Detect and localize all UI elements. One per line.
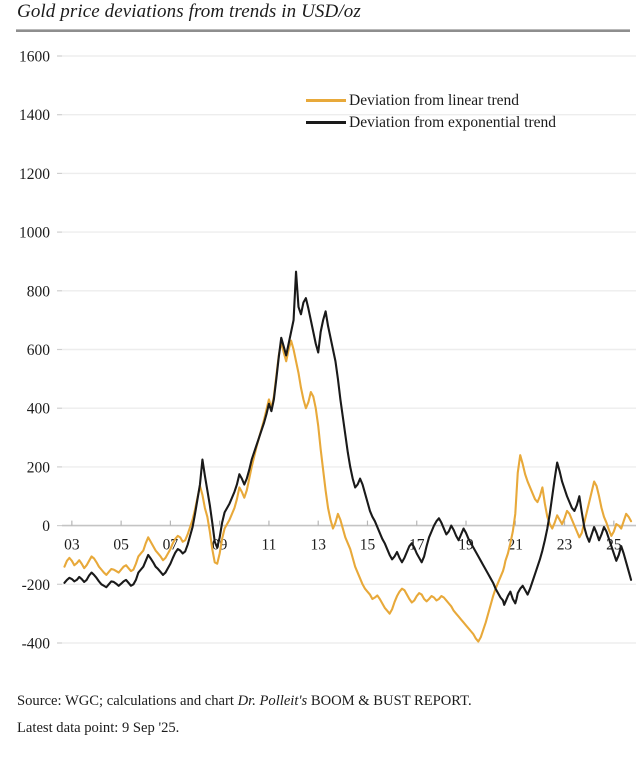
x-tick-label: 03	[64, 537, 80, 554]
series-line	[63, 270, 633, 606]
legend-item-linear: Deviation from linear trend	[306, 90, 606, 110]
footer-source-line: Source: WGC; calculations and chart Dr. …	[17, 688, 637, 715]
legend-swatch-exponential-icon	[306, 120, 346, 124]
y-tick-label: 1200	[19, 166, 50, 183]
series-line	[63, 339, 633, 643]
figure-footer: Source: WGC; calculations and chart Dr. …	[17, 688, 637, 742]
x-tick-label: 09	[212, 537, 228, 554]
data-series	[63, 270, 633, 643]
chart-legend: Deviation from linear trend Deviation fr…	[306, 90, 606, 134]
x-tick-label: 15	[360, 537, 376, 554]
x-tick-label: 23	[557, 537, 573, 554]
x-tick-label: 05	[113, 537, 129, 554]
y-tick-label: 600	[27, 342, 51, 359]
gridlines	[62, 55, 636, 644]
y-tick-label: -400	[22, 636, 51, 653]
title-divider	[16, 29, 630, 32]
footer-latest-datapoint: Latest data point: 9 Sep '25.	[17, 720, 180, 736]
chart-plot-area: 1600 1400 1200 1000 800 600 400 200 0 -200 -400 03…	[0, 34, 644, 659]
page-title: Gold price deviations from trends in USD…	[17, 1, 361, 22]
line-chart-svg: 1600 1400 1200 1000 800 600 400 200 0 -200 -400 03…	[19, 49, 636, 653]
legend-label-linear: Deviation from linear trend	[349, 91, 520, 109]
x-tick-label: 17	[409, 537, 425, 554]
title-block: Gold price deviations from trends in USD…	[0, 0, 644, 34]
x-axis-tick-labels: 03 05 07 09 11 13 15 17 19 21 23 25	[64, 537, 622, 554]
y-tick-label: 0	[42, 518, 50, 535]
footer-source-suffix: BOOM & BUST REPORT.	[307, 693, 472, 709]
footer-source-prefix: Source: WGC; calculations and chart	[17, 693, 238, 709]
x-tick-label: 11	[261, 537, 276, 554]
y-tick-label: 1400	[19, 107, 50, 124]
y-axis-tick-labels: 1600 1400 1200 1000 800 600 400 200 0 -200 -400	[19, 49, 50, 653]
x-tick-label: 13	[310, 537, 326, 554]
axis-ticks	[57, 55, 615, 644]
legend-item-exponential: Deviation from exponential trend	[306, 112, 606, 132]
y-tick-label: 200	[27, 459, 51, 476]
y-tick-label: 800	[27, 283, 51, 300]
legend-label-exponential: Deviation from exponential trend	[349, 113, 557, 131]
y-tick-label: 400	[27, 401, 51, 418]
legend-swatch-linear-icon	[306, 98, 346, 102]
y-tick-label: 1600	[19, 49, 50, 66]
y-tick-label: -200	[22, 577, 51, 594]
y-tick-label: 1000	[19, 225, 50, 242]
footer-source-emphasis: Dr. Polleit's	[237, 693, 308, 709]
